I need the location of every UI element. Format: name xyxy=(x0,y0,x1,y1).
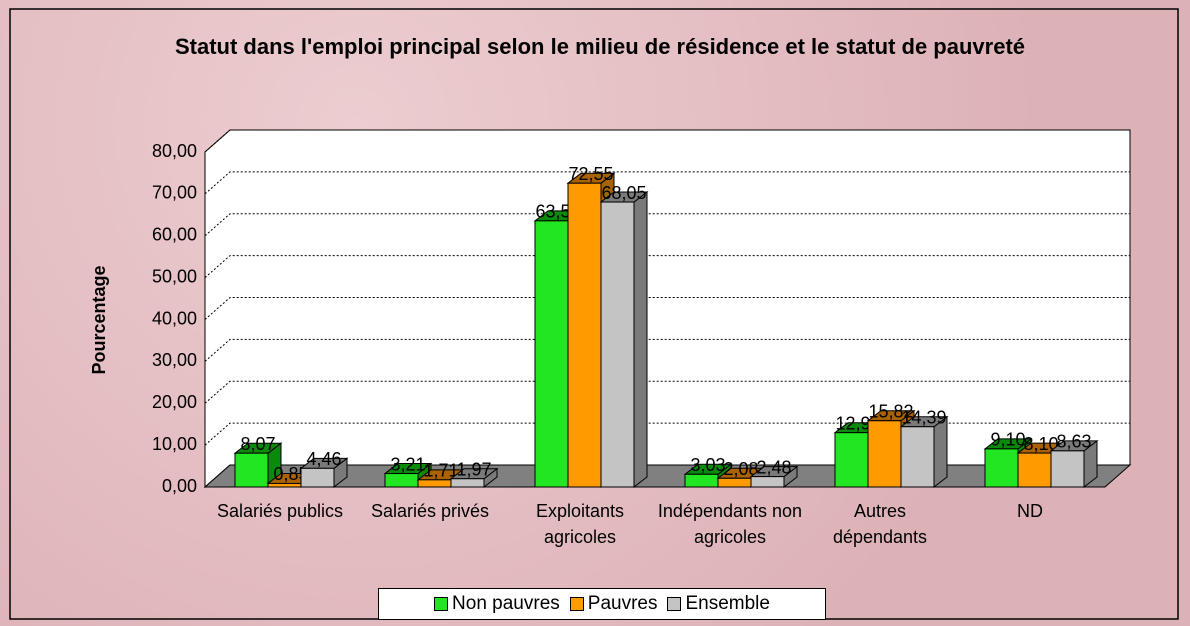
bar xyxy=(384,473,419,488)
y-tick-label: 40,00 xyxy=(152,308,197,328)
bar xyxy=(450,478,485,488)
bar xyxy=(534,220,569,488)
value-label: 4,46 xyxy=(306,449,341,469)
legend: Non pauvres Pauvres Ensemble xyxy=(378,588,826,620)
bar xyxy=(684,473,719,488)
bar xyxy=(834,432,869,488)
x-tick-label: Exploitants agricoles xyxy=(535,501,625,547)
value-label: 68,05 xyxy=(601,183,646,203)
y-tick-label: 20,00 xyxy=(152,392,197,412)
value-label: 9,10 xyxy=(990,430,1025,450)
grid-line xyxy=(204,255,1130,279)
y-tick-label: 10,00 xyxy=(152,434,197,454)
value-label: 8,63 xyxy=(1056,432,1091,452)
value-label: 1,97 xyxy=(456,460,491,480)
bar xyxy=(1050,450,1085,488)
bar xyxy=(567,182,602,488)
bar xyxy=(984,448,1019,488)
bar xyxy=(717,477,752,488)
x-tick-label: ND xyxy=(1017,501,1043,521)
grid-line xyxy=(204,171,1130,195)
bar xyxy=(417,479,452,488)
value-label: 8,10 xyxy=(1023,434,1058,454)
bar xyxy=(750,476,785,488)
legend-key xyxy=(667,597,682,611)
bar xyxy=(867,420,902,488)
legend-item: Pauvres xyxy=(569,593,658,615)
value-label: 0,85 xyxy=(273,464,308,484)
chart-title: Statut dans l'emploi principal selon le … xyxy=(174,34,1026,59)
x-tick-label: Indépendants non agricoles xyxy=(657,501,803,547)
y-tick-label: 0,00 xyxy=(162,476,197,496)
grid-line xyxy=(204,380,1130,404)
value-label: 2,48 xyxy=(756,457,791,477)
x-tick-label: Salariés publics xyxy=(216,501,344,521)
legend-label: Pauvres xyxy=(587,593,658,614)
bar-side xyxy=(633,191,648,489)
value-label: 14,39 xyxy=(901,407,946,427)
legend-key xyxy=(434,597,449,611)
y-tick-label: 50,00 xyxy=(152,266,197,286)
bar xyxy=(600,201,635,488)
grid-line xyxy=(204,297,1130,320)
value-label: 3,03 xyxy=(690,455,725,475)
legend-item: Non pauvres xyxy=(434,593,560,615)
grid-line xyxy=(204,129,1130,153)
x-tick-label: Autres dépendants xyxy=(832,501,928,547)
bar xyxy=(1017,452,1052,488)
bar xyxy=(900,426,935,488)
value-label: 2,08 xyxy=(723,459,758,479)
value-label: 3,21 xyxy=(390,454,425,474)
value-label: 1,71 xyxy=(423,461,458,481)
grid-line xyxy=(204,338,1130,362)
y-tick-label: 80,00 xyxy=(152,141,197,161)
legend-item: Ensemble xyxy=(667,593,770,615)
legend-label: Non pauvres xyxy=(452,593,560,614)
value-label: 72,55 xyxy=(568,164,613,184)
y-tick-label: 70,00 xyxy=(152,183,197,203)
y-axis-label: Pourcentage xyxy=(89,265,109,374)
legend-key xyxy=(569,597,584,611)
grid-line xyxy=(204,213,1130,237)
bar xyxy=(300,467,335,488)
y-tick-label: 30,00 xyxy=(152,350,197,370)
x-tick-label: Salariés privés xyxy=(370,501,490,521)
y-tick-label: 60,00 xyxy=(152,225,197,245)
value-label: 15,82 xyxy=(868,402,913,422)
grid-line xyxy=(204,422,1130,446)
bar xyxy=(234,452,269,488)
value-label: 8,07 xyxy=(240,434,275,454)
legend-label: Ensemble xyxy=(685,593,770,614)
